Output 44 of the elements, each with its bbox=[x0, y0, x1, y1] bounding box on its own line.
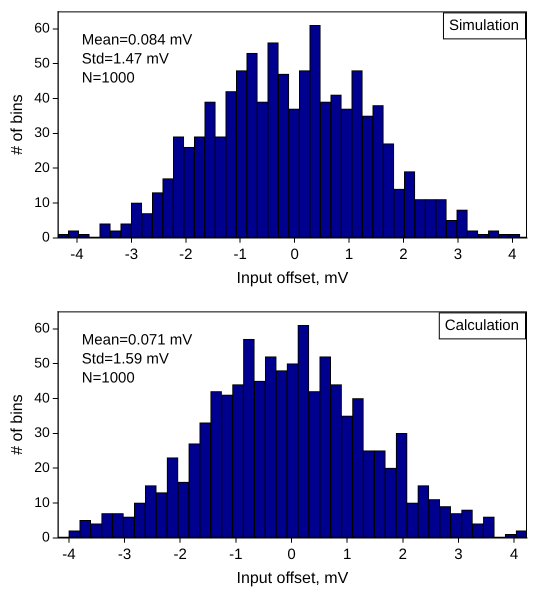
x-tick-label: 0 bbox=[287, 546, 296, 563]
annotation: Std=1.47 mV bbox=[82, 50, 169, 68]
y-tick-label: 0 bbox=[42, 228, 50, 245]
y-axis-title: # of bins bbox=[9, 94, 26, 155]
x-tick-label: 2 bbox=[398, 546, 407, 563]
annotation: Mean=0.071 mV bbox=[82, 332, 192, 349]
chart-title: Simulation bbox=[448, 17, 520, 34]
y-tick-label: 0 bbox=[42, 528, 50, 545]
annotation: N=1000 bbox=[82, 70, 135, 87]
x-tick-label: 3 bbox=[454, 246, 462, 263]
x-tick-label: -1 bbox=[234, 246, 247, 263]
y-tick-label: 60 bbox=[34, 20, 50, 36]
x-tick-label: 1 bbox=[344, 246, 354, 263]
y-tick-label: 30 bbox=[34, 124, 50, 140]
annotation: N=1000 bbox=[82, 370, 135, 387]
x-tick-label: 4 bbox=[510, 546, 518, 563]
x-axis-title: Input offset, mV bbox=[236, 270, 349, 287]
y-tick-label: 40 bbox=[34, 389, 50, 406]
y-tick-label: 60 bbox=[34, 320, 50, 336]
x-tick-label: -2 bbox=[179, 246, 192, 263]
x-tick-label: 2 bbox=[399, 246, 408, 263]
x-axis-title: Input offset, mV bbox=[236, 570, 349, 587]
annotation: Std=1.59 mV bbox=[82, 350, 169, 368]
y-axis-title: # of bins bbox=[9, 394, 26, 455]
x-tick-label: 3 bbox=[454, 546, 463, 563]
y-tick-label: 10 bbox=[34, 494, 50, 510]
x-tick-label: -2 bbox=[174, 546, 187, 563]
x-tick-label: -3 bbox=[124, 246, 138, 263]
y-tick-label: 20 bbox=[34, 459, 50, 475]
y-tick-label: 30 bbox=[34, 424, 50, 440]
x-tick-label: 1 bbox=[342, 546, 352, 563]
x-tick-label: -1 bbox=[229, 546, 243, 563]
y-tick-label: 50 bbox=[34, 54, 50, 71]
chart-title: Calculation bbox=[444, 317, 520, 334]
y-tick-label: 50 bbox=[34, 354, 50, 371]
y-tick-label: 40 bbox=[34, 89, 50, 106]
x-tick-label: -3 bbox=[118, 546, 132, 563]
x-tick-label: -4 bbox=[70, 246, 84, 263]
y-tick-label: 20 bbox=[34, 159, 50, 175]
y-tick-label: 10 bbox=[34, 194, 50, 210]
x-tick-label: 0 bbox=[290, 246, 299, 263]
x-tick-label: 4 bbox=[508, 246, 516, 263]
x-tick-label: -4 bbox=[62, 546, 76, 563]
annotation: Mean=0.084 mV bbox=[82, 32, 192, 49]
